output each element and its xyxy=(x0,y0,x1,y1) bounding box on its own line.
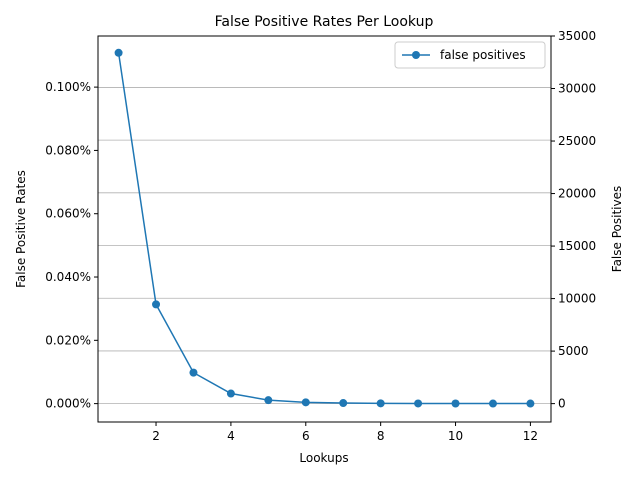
y-right-tick-label: 35000 xyxy=(558,29,596,43)
legend-marker xyxy=(412,51,420,59)
legend: false positives xyxy=(394,41,546,69)
x-tick-label: 2 xyxy=(152,429,160,443)
y-right-tick-label: 0 xyxy=(558,397,566,411)
data-point xyxy=(189,368,198,377)
data-point xyxy=(488,399,497,408)
y-right-tick-label: 25000 xyxy=(558,134,596,148)
y-axis-left: 0.000% 0.020% 0.040% 0.060% 0.080% 0.100% xyxy=(45,80,98,411)
y-axis-right-label: False Positives xyxy=(610,186,624,272)
data-point xyxy=(376,399,385,408)
data-point xyxy=(339,399,348,408)
y-right-tick-label: 5000 xyxy=(558,344,589,358)
series-line xyxy=(117,52,531,405)
y-axis-left-label: False Positive Rates xyxy=(14,170,28,288)
y-left-tick-label: 0.080% xyxy=(45,143,91,157)
y-left-tick-label: 0.060% xyxy=(45,207,91,221)
y-axis-right: 0 5000 10000 15000 20000 25000 30000 35000 xyxy=(551,29,596,411)
data-point xyxy=(226,389,235,398)
plot-frame xyxy=(97,35,552,423)
data-point xyxy=(114,48,123,57)
y-left-tick-label: 0.040% xyxy=(45,270,91,284)
y-left-tick-label: 0.020% xyxy=(45,333,91,347)
y-left-tick-label: 0.100% xyxy=(45,80,91,94)
x-tick-label: 10 xyxy=(448,429,463,443)
y-right-tick-label: 15000 xyxy=(558,239,596,253)
x-axis-label: Lookups xyxy=(299,451,348,465)
data-point xyxy=(301,398,310,407)
x-tick-label: 12 xyxy=(523,429,538,443)
data-point xyxy=(526,399,535,408)
data-point xyxy=(264,396,273,405)
legend-label: false positives xyxy=(440,48,526,62)
x-tick-label: 4 xyxy=(227,429,235,443)
y-right-tick-label: 30000 xyxy=(558,82,596,96)
y-right-tick-label: 10000 xyxy=(558,292,596,306)
chart-title: False Positive Rates Per Lookup xyxy=(215,14,434,30)
y-right-tick-label: 20000 xyxy=(558,187,596,201)
plot-area xyxy=(114,48,535,408)
data-point xyxy=(451,399,460,408)
y-left-tick-label: 0.000% xyxy=(45,397,91,411)
x-axis: 2 4 6 8 10 12 xyxy=(152,422,538,443)
legend-box xyxy=(394,41,546,69)
grid-lines xyxy=(98,87,551,405)
x-tick-label: 6 xyxy=(302,429,310,443)
data-point xyxy=(152,300,161,309)
x-tick-label: 8 xyxy=(377,429,385,443)
data-point xyxy=(414,399,423,408)
